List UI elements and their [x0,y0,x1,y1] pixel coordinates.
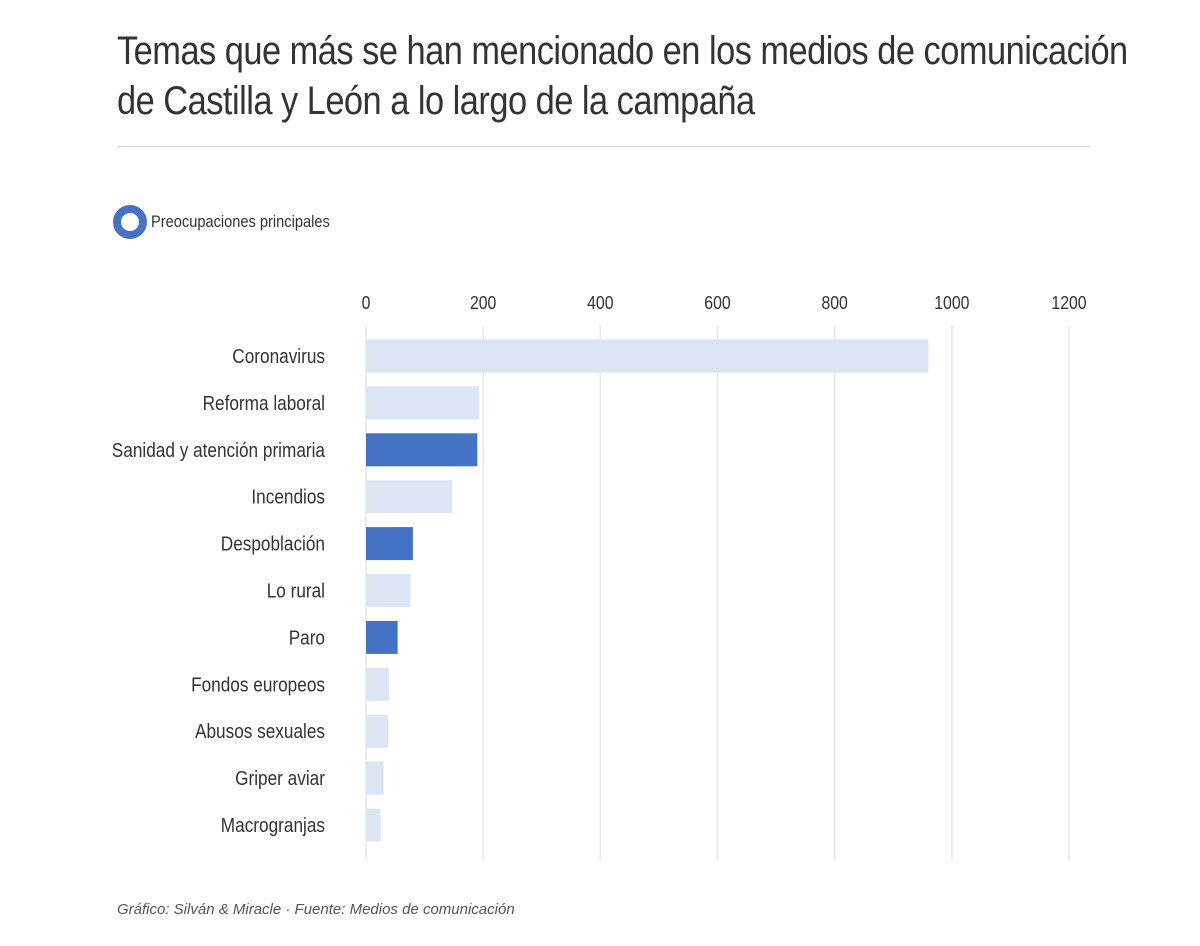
category-label: Reforma laboral [203,393,325,415]
bar-coronavirus [366,339,929,373]
x-tick-label: 600 [704,293,730,313]
category-label: Incendios [251,487,325,509]
category-label: Macrogranjas [221,815,325,837]
category-label: Lo rural [267,581,325,603]
chart-title-line-2: de Castilla y León a lo largo de la camp… [117,79,755,123]
category-label: Griper aviar [235,768,325,790]
category-label: Despoblación [221,534,325,556]
category-labels: Coronavirus Reforma laboral Sanidad y aten… [112,346,326,837]
x-tick-label: 1200 [1051,293,1086,313]
x-axis-ticks: 0 200 400 600 800 1000 1200 [362,293,1087,313]
bar-fondos-europeos [366,667,389,701]
bar-macrogranjas [366,808,381,842]
bar-despoblaci-n [366,527,413,561]
bar-paro [366,620,398,654]
legend-label: Preocupaciones principales [151,212,330,231]
legend: Preocupaciones principales [113,205,359,239]
chart-title-line-1: Temas que más se han mencionado en los m… [117,29,1128,73]
bars [366,339,929,842]
x-tick-label: 0 [362,293,371,313]
category-label: Sanidad y atención primaria [112,440,326,462]
x-tick-label: 1000 [934,293,969,313]
legend-ring-icon [113,205,147,239]
chart-title: Temas que más se han mencionado en los m… [117,26,1128,126]
bar-griper-aviar [366,761,384,795]
bar-incendios [366,480,453,514]
x-tick-label: 400 [587,293,613,313]
category-label: Abusos sexuales [195,721,325,743]
category-label: Coronavirus [232,346,325,368]
bar-lo-rural [366,574,411,607]
title-divider [117,146,1090,147]
x-tick-label: 200 [470,293,496,313]
bar-abusos-sexuales [366,714,389,748]
bar-reforma-laboral [366,386,480,420]
x-tick-label: 800 [821,293,847,313]
source-footer: Gráfico: Silván & Miracle · Fuente: Medi… [117,901,515,918]
category-label: Fondos europeos [191,674,325,696]
bar-sanidad-y-atenci-n-primaria [366,433,478,467]
category-label: Paro [289,627,325,649]
